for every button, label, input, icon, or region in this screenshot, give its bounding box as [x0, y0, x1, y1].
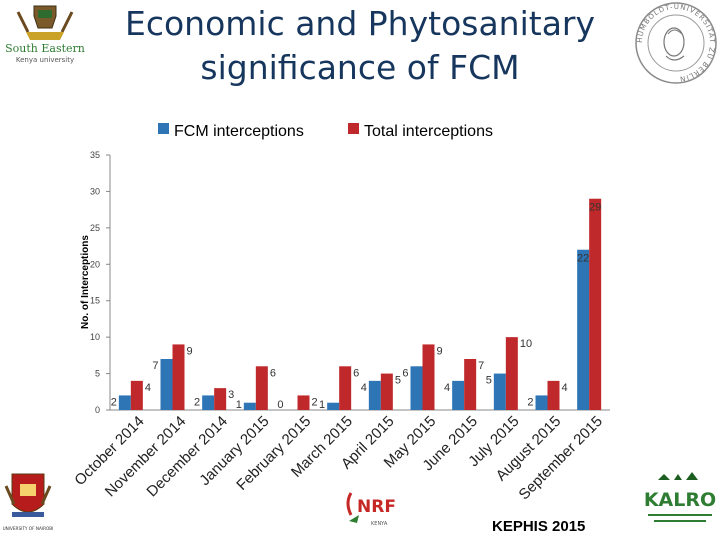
data-label-fcm: 2: [111, 396, 117, 408]
bar-total: [255, 366, 268, 410]
y-tick-label: 25: [90, 223, 100, 233]
legend-swatch-total: [348, 123, 359, 134]
bar-fcm: [577, 249, 590, 410]
data-label-fcm: 22: [577, 253, 589, 265]
bar-fcm: [202, 395, 215, 410]
data-label-total: 6: [353, 367, 359, 379]
data-label-fcm: 6: [402, 367, 408, 379]
data-label-fcm: 1: [236, 399, 242, 411]
bar-total: [172, 344, 185, 410]
data-label-total: 10: [520, 338, 532, 350]
data-label-total: 4: [562, 382, 568, 394]
logo-text-line-2: Kenya university: [16, 56, 74, 64]
bar-fcm: [327, 402, 340, 410]
data-label-total: 9: [187, 345, 193, 357]
humboldt-university-seal: HUMBOLDT-UNIVERSITÄT ZU BERLIN: [635, 2, 717, 84]
nrf-logo-subtext: KENYA: [371, 521, 388, 527]
nrf-logo-text: NRF: [357, 497, 396, 517]
bar-total: [297, 395, 310, 410]
data-label-fcm: 1: [319, 399, 325, 411]
y-tick-label: 35: [90, 150, 100, 160]
nairobi-logo-text: UNIVERSITY OF NAIROBI: [3, 526, 54, 531]
bar-fcm: [535, 395, 548, 410]
data-label-total: 5: [395, 375, 401, 387]
bars: [118, 198, 602, 410]
bar-total: [464, 359, 477, 410]
legend-label-total: Total interceptions: [364, 123, 493, 140]
logo-text-line-1: South Eastern: [5, 42, 85, 55]
bar-fcm: [243, 402, 256, 410]
y-tick-label: 0: [95, 405, 100, 415]
south-eastern-kenya-university-logo: South Eastern Kenya university: [5, 5, 85, 64]
title-line-2: significance of FCM: [200, 48, 520, 87]
data-label-fcm: 0: [277, 399, 283, 411]
y-tick-label: 15: [90, 296, 100, 306]
data-label-fcm: 4: [444, 382, 450, 394]
bar-total: [422, 344, 435, 410]
kalro-logo: KALRO: [644, 472, 716, 522]
data-label-total: 7: [478, 360, 484, 372]
data-label-fcm: 2: [194, 396, 200, 408]
y-axis-label: No. of Interceptions: [80, 235, 91, 329]
bar-fcm: [118, 395, 131, 410]
data-label-fcm: 7: [152, 360, 158, 372]
legend: FCM interceptions Total interceptions: [158, 123, 493, 140]
data-label-fcm: 2: [527, 396, 533, 408]
nrf-logo: NRF KENYA: [346, 492, 396, 527]
bar-fcm: [160, 359, 173, 410]
bar-fcm: [493, 373, 506, 410]
legend-swatch-fcm: [158, 123, 169, 134]
legend-label-fcm: FCM interceptions: [174, 123, 304, 140]
bar-total: [547, 380, 560, 410]
bar-fcm: [410, 366, 423, 410]
bar-total: [505, 337, 518, 410]
bar-total: [130, 380, 143, 410]
data-label-fcm: 4: [361, 382, 367, 394]
university-of-nairobi-logo: UNIVERSITY OF NAIROBI: [3, 473, 54, 531]
kalro-logo-text: KALRO: [644, 489, 716, 511]
y-tick-label: 20: [90, 259, 100, 269]
title-line-1: Economic and Phytosanitary: [124, 4, 596, 43]
y-tick-label: 10: [90, 332, 100, 342]
data-label-total: 3: [228, 389, 234, 401]
bar-fcm: [368, 380, 381, 410]
data-label-total: 2: [312, 396, 318, 408]
y-tick-label: 30: [90, 186, 100, 196]
data-label-fcm: 5: [486, 375, 492, 387]
bar-total: [214, 388, 227, 410]
y-tick-label: 5: [95, 369, 100, 379]
footer-source: KEPHIS 2015: [492, 518, 586, 535]
data-label-total: 6: [270, 367, 276, 379]
data-label-total: 4: [145, 382, 151, 394]
bar-fcm: [452, 380, 465, 410]
page-title: Economic and Phytosanitary significance …: [110, 2, 610, 90]
bar-total: [339, 366, 352, 410]
bar-total: [380, 373, 393, 410]
data-label-total: 29: [589, 202, 601, 214]
data-label-total: 9: [437, 345, 443, 357]
bar-total: [589, 198, 602, 410]
